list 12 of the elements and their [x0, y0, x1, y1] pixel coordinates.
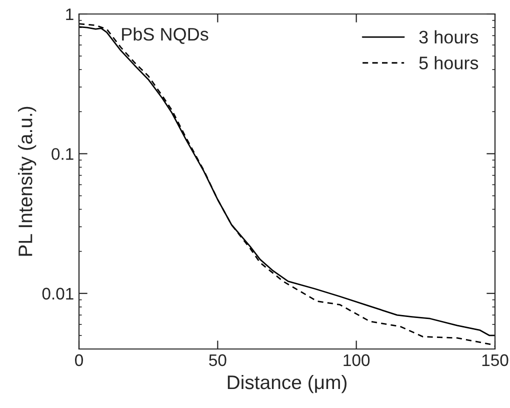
y-axis-title: PL Intensity (a.u.) [18, 106, 36, 256]
legend-label: 3 hours [419, 30, 478, 44]
x-tick-label: 50 [209, 354, 226, 366]
y-tick-label: 0.1 [52, 148, 74, 160]
annotation: PbS NQDs [122, 27, 208, 44]
y-tick-label: 1 [66, 8, 74, 20]
x-tick-label: 150 [482, 354, 508, 366]
x-tick-label: 100 [344, 354, 370, 366]
y-tick-label: 0.01 [42, 288, 74, 300]
x-axis-title: Distance (μm) [228, 374, 346, 394]
x-tick-label: 0 [75, 354, 83, 366]
legend-label: 5 hours [419, 56, 478, 70]
